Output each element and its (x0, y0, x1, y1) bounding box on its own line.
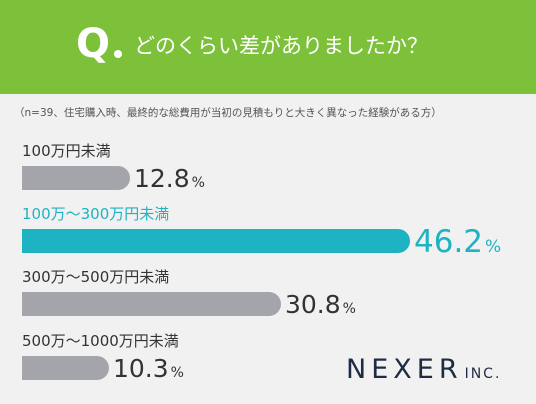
value-unit: % (191, 175, 205, 191)
value-unit: % (170, 365, 184, 381)
value-number: 30.8 (285, 290, 341, 319)
question-header: Q どのくらい差がありましたか？ (0, 0, 536, 94)
bar (22, 166, 130, 190)
q-letter: Q (76, 21, 111, 67)
bar (22, 356, 109, 380)
bar (22, 292, 281, 316)
value-label: 46.2% (414, 224, 501, 265)
brand-name: NEXER (346, 354, 463, 385)
value-number: 46.2 (414, 224, 484, 260)
value-label: 12.8% (134, 164, 205, 198)
question-text: どのくらい差がありましたか？ (134, 34, 428, 58)
value-label: 10.3% (113, 354, 184, 388)
category-label: 500万～1000万円未満 (22, 332, 179, 350)
value-number: 12.8 (134, 164, 190, 193)
category-label: 300万～500万円未満 (22, 268, 170, 286)
brand-logo: NEXER INC. (346, 354, 501, 385)
brand-suffix: INC. (464, 366, 502, 382)
value-unit: % (342, 301, 356, 317)
value-unit: % (485, 237, 502, 257)
q-dot (114, 50, 122, 58)
category-label: 100万円未満 (22, 142, 111, 160)
survey-note: （n=39、住宅購入時、最終的な総費用が当初の見積もりと大きく異なった経験がある… (14, 107, 442, 119)
value-number: 10.3 (113, 354, 169, 383)
bar (22, 229, 410, 253)
value-label: 30.8% (285, 290, 356, 324)
category-label: 100万～300万円未満 (22, 205, 170, 223)
